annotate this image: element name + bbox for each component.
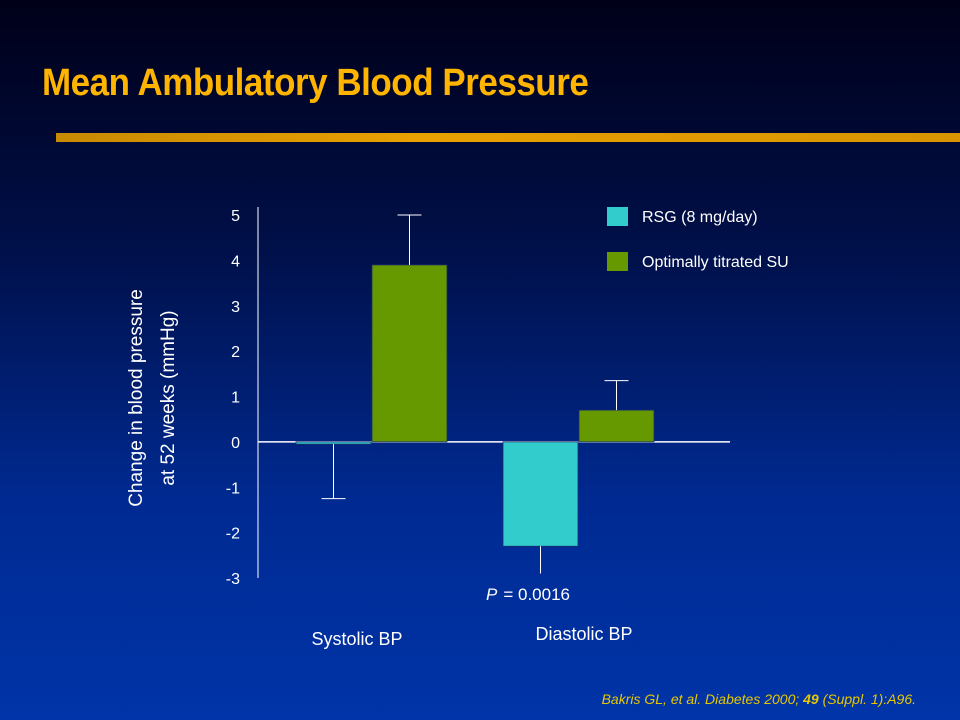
bar [578,409,655,443]
citation-volume: 49 [803,691,819,707]
legend-swatch [607,207,628,226]
y-axis-title-line: Change in blood pressure [126,289,147,507]
title-rule [56,133,960,142]
p-value-text: = 0.0016 [503,585,570,604]
citation-suffix: (Suppl. 1):A96. [818,691,916,707]
bar [371,264,448,443]
citation: Bakris GL, et al. Diabetes 2000; 49 (Sup… [602,691,916,707]
legend-swatch [607,252,628,271]
citation-prefix: Bakris GL, et al. Diabetes 2000; [601,691,804,707]
slide-title: Mean Ambulatory Blood Pressure [42,62,589,104]
p-value-annotation: P = 0.0016 [486,585,570,604]
y-tick-label: -2 [226,526,240,543]
y-tick-label: -1 [226,480,240,497]
y-tick-label: -3 [226,571,240,588]
category-label: Systolic BP [311,629,402,649]
y-tick-label: 0 [231,435,240,452]
y-tick-label: 1 [231,390,240,407]
y-axis-title-line: at 52 weeks (mmHg) [158,310,179,485]
p-value-symbol: P [486,585,498,604]
legend-label: Optimally titrated SU [642,254,789,271]
y-tick-label: 2 [231,344,240,361]
y-tick-label: 5 [231,208,240,225]
y-tick-label: 4 [231,253,240,270]
bar [295,441,372,445]
y-tick-label: 3 [231,299,240,316]
bar [502,441,579,547]
legend-label: RSG (8 mg/day) [642,209,758,226]
category-label: Diastolic BP [535,624,632,644]
